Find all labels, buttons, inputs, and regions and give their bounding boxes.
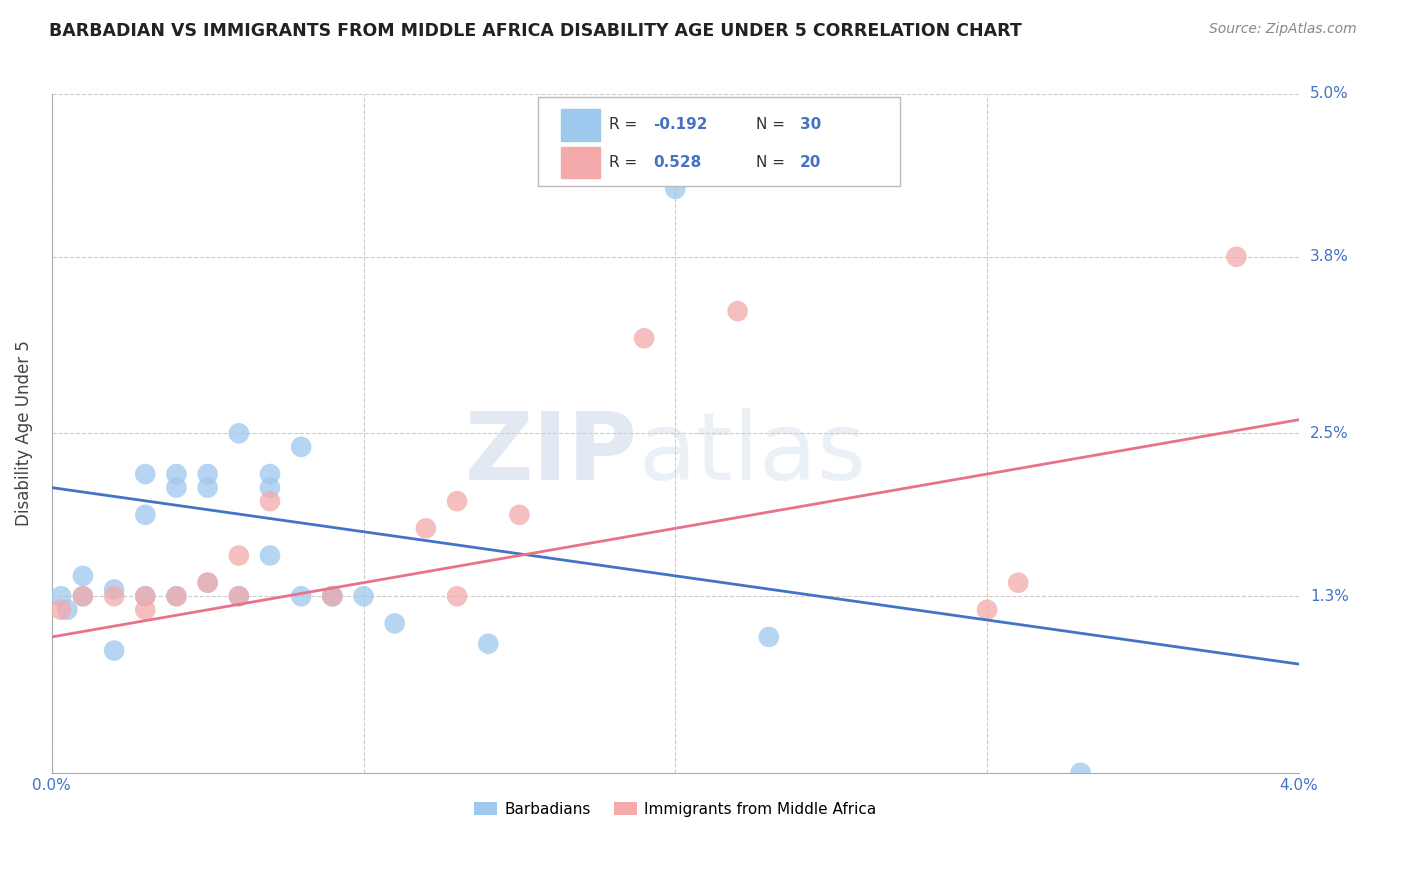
Point <box>1225 250 1247 264</box>
Text: 30: 30 <box>800 118 821 132</box>
Point <box>197 575 219 590</box>
Text: -0.192: -0.192 <box>652 118 707 132</box>
Point <box>290 589 312 603</box>
Point <box>321 589 343 603</box>
Point <box>1007 575 1029 590</box>
Point <box>56 603 79 617</box>
Point <box>228 589 250 603</box>
Point <box>134 603 156 617</box>
Text: Source: ZipAtlas.com: Source: ZipAtlas.com <box>1209 22 1357 37</box>
Text: 20: 20 <box>800 155 821 169</box>
Point <box>103 589 125 603</box>
Legend: Barbadians, Immigrants from Middle Africa: Barbadians, Immigrants from Middle Afric… <box>468 796 883 822</box>
Point <box>259 481 281 495</box>
Point <box>72 589 94 603</box>
Point <box>134 467 156 481</box>
Point <box>72 589 94 603</box>
Text: N =: N = <box>756 155 790 169</box>
Point <box>197 467 219 481</box>
Text: N =: N = <box>756 118 790 132</box>
FancyBboxPatch shape <box>538 97 900 186</box>
Point <box>508 508 530 522</box>
Point <box>633 331 655 345</box>
Point <box>72 569 94 583</box>
Point <box>664 182 686 196</box>
Point <box>166 481 188 495</box>
Point <box>259 549 281 563</box>
Point <box>49 589 72 603</box>
Point <box>415 521 437 535</box>
Text: 5.0%: 5.0% <box>1310 87 1348 102</box>
Point <box>166 589 188 603</box>
Point <box>1070 765 1092 780</box>
Point <box>727 304 749 318</box>
FancyBboxPatch shape <box>561 146 600 178</box>
Text: R =: R = <box>609 118 643 132</box>
Point <box>49 603 72 617</box>
Text: 0.528: 0.528 <box>652 155 702 169</box>
Y-axis label: Disability Age Under 5: Disability Age Under 5 <box>15 341 32 526</box>
Point <box>134 589 156 603</box>
Point <box>353 589 375 603</box>
Text: BARBADIAN VS IMMIGRANTS FROM MIDDLE AFRICA DISABILITY AGE UNDER 5 CORRELATION CH: BARBADIAN VS IMMIGRANTS FROM MIDDLE AFRI… <box>49 22 1022 40</box>
Text: R =: R = <box>609 155 643 169</box>
Point <box>166 589 188 603</box>
Point <box>446 589 468 603</box>
Text: 3.8%: 3.8% <box>1310 249 1348 264</box>
Text: 2.5%: 2.5% <box>1310 425 1348 441</box>
Point <box>290 440 312 454</box>
Point <box>477 637 499 651</box>
Point <box>446 494 468 508</box>
Text: ZIP: ZIP <box>465 408 638 500</box>
Point <box>197 575 219 590</box>
Point <box>103 582 125 597</box>
Point <box>321 589 343 603</box>
Point <box>103 643 125 657</box>
Text: 1.3%: 1.3% <box>1310 589 1348 604</box>
Point <box>259 494 281 508</box>
Point <box>758 630 780 644</box>
Point <box>197 481 219 495</box>
Point <box>134 508 156 522</box>
Point <box>166 467 188 481</box>
Point <box>228 549 250 563</box>
Point <box>228 426 250 441</box>
Point <box>259 467 281 481</box>
Point <box>321 589 343 603</box>
Point <box>228 589 250 603</box>
Point <box>134 589 156 603</box>
FancyBboxPatch shape <box>561 110 600 141</box>
Point <box>976 603 998 617</box>
Text: atlas: atlas <box>638 408 866 500</box>
Point <box>384 616 406 631</box>
